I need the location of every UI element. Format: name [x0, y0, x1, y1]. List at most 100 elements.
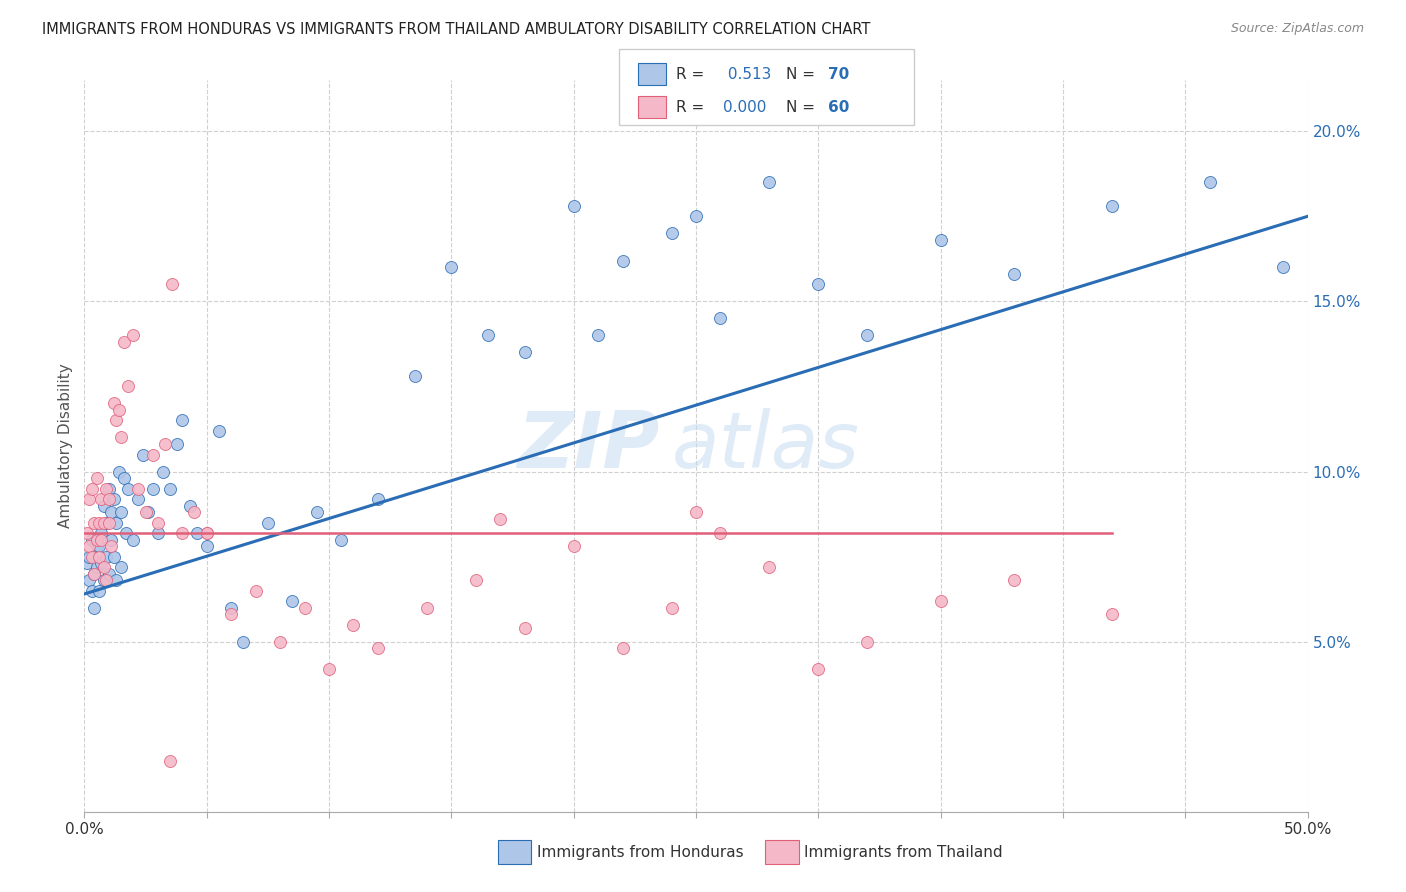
Point: [105, 574, 128, 588]
Point: [661, 600, 683, 615]
Point: [83, 516, 105, 530]
Point: [562, 199, 585, 213]
Point: [152, 465, 174, 479]
Point: [77, 574, 100, 588]
Point: [122, 533, 145, 547]
Text: 70: 70: [828, 67, 849, 81]
Point: [146, 516, 169, 530]
Y-axis label: Ambulatory Disability: Ambulatory Disability: [58, 364, 73, 528]
Point: [96, 482, 118, 496]
Text: N =: N =: [786, 67, 820, 81]
Point: [416, 600, 439, 615]
Point: [87, 549, 110, 564]
Point: [153, 437, 176, 451]
Point: [1101, 607, 1123, 622]
Point: [100, 533, 122, 547]
Point: [856, 634, 879, 648]
Point: [90, 491, 112, 506]
Point: [612, 641, 634, 656]
Text: Source: ZipAtlas.com: Source: ZipAtlas.com: [1230, 22, 1364, 36]
Point: [685, 210, 707, 224]
Point: [90, 557, 112, 571]
Point: [127, 482, 149, 496]
Point: [162, 277, 184, 292]
Point: [87, 516, 110, 530]
Point: [1002, 267, 1025, 281]
Point: [758, 175, 780, 189]
Point: [77, 540, 100, 554]
Text: 0.513: 0.513: [723, 67, 770, 81]
Point: [136, 505, 159, 519]
Text: atlas: atlas: [672, 408, 859, 484]
Point: [404, 369, 426, 384]
Point: [219, 607, 242, 622]
Text: R =: R =: [676, 100, 710, 114]
Point: [195, 525, 218, 540]
Point: [367, 641, 389, 656]
Point: [103, 396, 125, 410]
Point: [281, 594, 304, 608]
Point: [146, 525, 169, 540]
Point: [90, 525, 112, 540]
Text: Immigrants from Honduras: Immigrants from Honduras: [537, 846, 744, 860]
Point: [96, 549, 118, 564]
Point: [83, 600, 105, 615]
Point: [96, 516, 118, 530]
Point: [80, 583, 103, 598]
Point: [132, 448, 155, 462]
Text: N =: N =: [786, 100, 820, 114]
Text: IMMIGRANTS FROM HONDURAS VS IMMIGRANTS FROM THAILAND AMBULATORY DISABILITY CORRE: IMMIGRANTS FROM HONDURAS VS IMMIGRANTS F…: [42, 22, 870, 37]
Point: [232, 634, 254, 648]
Text: 60: 60: [828, 100, 849, 114]
Point: [758, 559, 780, 574]
Point: [93, 559, 115, 574]
Point: [103, 549, 125, 564]
Point: [93, 499, 115, 513]
Point: [172, 413, 194, 427]
Point: [709, 311, 731, 326]
Point: [305, 505, 328, 519]
Point: [142, 448, 165, 462]
Point: [477, 328, 499, 343]
Point: [107, 465, 129, 479]
Point: [294, 600, 316, 615]
Point: [87, 540, 110, 554]
Point: [257, 516, 280, 530]
Point: [103, 491, 125, 506]
Point: [172, 525, 194, 540]
Point: [93, 516, 115, 530]
Point: [856, 328, 879, 343]
Point: [86, 540, 108, 554]
Point: [489, 512, 512, 526]
Point: [86, 559, 108, 574]
Point: [90, 533, 112, 547]
Point: [127, 491, 149, 506]
Point: [195, 540, 218, 554]
Point: [318, 662, 340, 676]
Point: [440, 260, 463, 275]
Point: [1198, 175, 1220, 189]
Point: [929, 594, 952, 608]
Point: [513, 345, 536, 359]
Point: [122, 328, 145, 343]
Point: [269, 634, 291, 648]
Point: [586, 328, 609, 343]
Point: [342, 617, 364, 632]
Point: [117, 482, 139, 496]
Point: [330, 533, 353, 547]
Point: [105, 413, 128, 427]
Point: [105, 516, 128, 530]
Point: [80, 482, 103, 496]
Point: [159, 754, 181, 768]
Point: [110, 430, 132, 444]
Point: [107, 403, 129, 417]
Point: [77, 549, 100, 564]
Point: [100, 540, 122, 554]
Point: [76, 557, 98, 571]
Text: ZIP: ZIP: [517, 408, 659, 484]
Point: [110, 505, 132, 519]
Point: [219, 600, 242, 615]
Point: [80, 533, 103, 547]
Point: [807, 277, 830, 292]
Point: [83, 566, 105, 581]
